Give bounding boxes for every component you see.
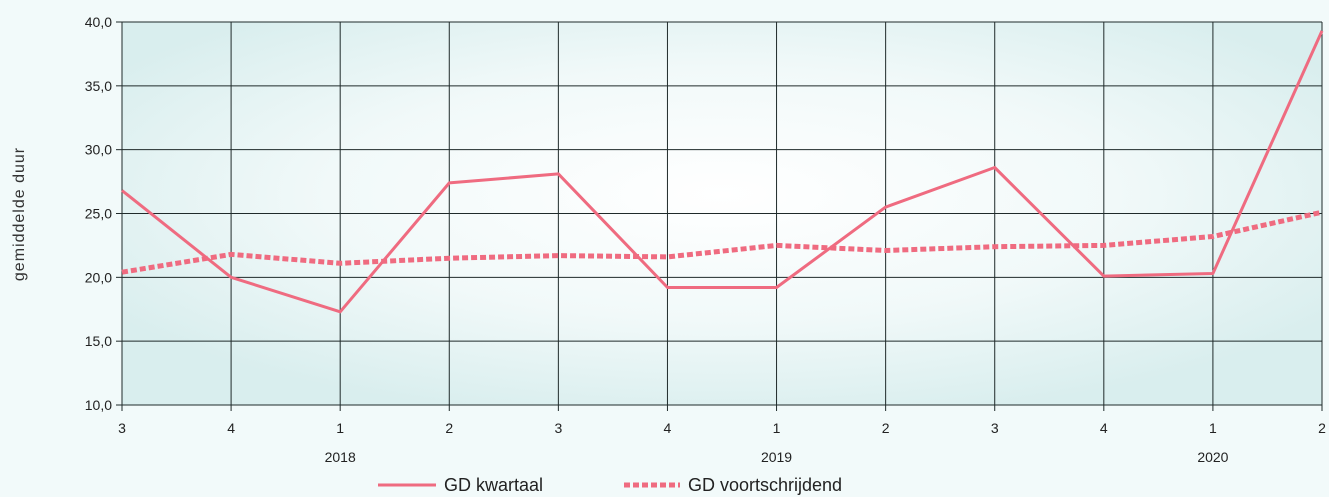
legend: GD kwartaal GD voortschrijdend	[378, 475, 842, 495]
series-line-voortschrijdend	[121, 209, 1323, 275]
legend-label: GD kwartaal	[444, 475, 543, 495]
x-year-label: 2020	[1197, 449, 1228, 465]
y-tick-label: 40,0	[85, 14, 112, 30]
x-tick-label: 2	[445, 420, 453, 436]
x-year-label: 2019	[761, 449, 792, 465]
x-tick-label: 4	[1100, 420, 1108, 436]
x-tick-label: 1	[773, 420, 781, 436]
x-tick-label: 1	[1209, 420, 1217, 436]
y-tick-label: 10,0	[85, 397, 112, 413]
x-tick-label: 2	[882, 420, 890, 436]
grid	[121, 21, 1323, 406]
y-tick-label: 15,0	[85, 333, 112, 349]
x-tick-label: 3	[991, 420, 999, 436]
x-tick-label: 3	[118, 420, 126, 436]
y-axis-label: gemiddelde duur	[11, 147, 28, 281]
x-tick-label: 4	[227, 420, 235, 436]
x-tick-label: 1	[336, 420, 344, 436]
x-tick-label: 3	[554, 420, 562, 436]
series-line-kwartaal	[121, 30, 1324, 314]
y-tick-label: 25,0	[85, 206, 112, 222]
y-tick-label: 30,0	[85, 142, 112, 158]
x-tick-label: 4	[664, 420, 672, 436]
y-tick-label: 20,0	[85, 269, 112, 285]
x-year-label: 2018	[325, 449, 356, 465]
y-tick-label: 35,0	[85, 78, 112, 94]
axes: 10,0 15,0 20,0 25,0 30,0 35,0 40,0 3 4 1 2 3 4 1 2 3 4 1 2…	[85, 14, 1326, 465]
series-layer	[121, 30, 1324, 314]
legend-label: GD voortschrijdend	[688, 475, 842, 495]
x-tick-label: 2	[1318, 420, 1326, 436]
